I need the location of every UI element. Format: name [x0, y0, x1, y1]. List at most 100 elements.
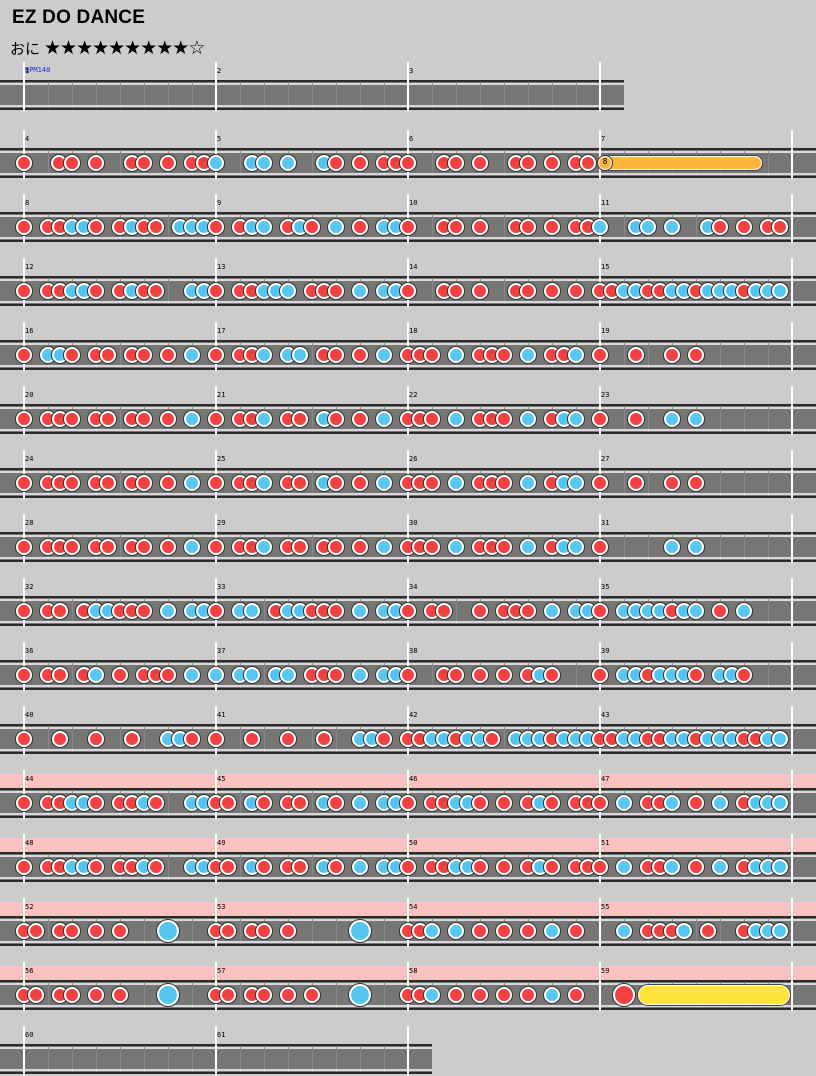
beat-line	[504, 82, 505, 108]
don-note	[16, 795, 32, 811]
ka-note	[244, 603, 260, 619]
don-note	[52, 603, 68, 619]
don-note	[628, 411, 644, 427]
don-note	[16, 155, 32, 171]
don-note	[16, 859, 32, 875]
ka-note	[640, 219, 656, 235]
beat-line	[504, 214, 505, 240]
measure-number: 14	[409, 263, 418, 271]
measure-number: 15	[601, 263, 610, 271]
measure-number: 36	[25, 647, 34, 655]
chart-row: 4 5 6 7 8	[0, 0, 816, 180]
drumroll-head: 8	[598, 156, 612, 170]
don-note	[64, 155, 80, 171]
don-note	[64, 539, 80, 555]
don-note	[100, 475, 116, 491]
ka-note	[544, 923, 560, 939]
beat-line	[768, 406, 769, 432]
beat-line	[384, 982, 385, 1008]
measure-number: 6	[409, 135, 414, 143]
measure-line	[23, 62, 25, 112]
don-note	[16, 219, 32, 235]
beat-line	[192, 918, 193, 944]
measure-number: 27	[601, 455, 610, 463]
don-note	[112, 987, 128, 1003]
beat-line	[96, 82, 97, 108]
ka-note	[424, 987, 440, 1003]
don-note	[184, 731, 200, 747]
measure-number: 24	[25, 455, 34, 463]
don-note	[544, 155, 560, 171]
don-note	[352, 347, 368, 363]
beat-line	[72, 598, 73, 624]
don-note	[424, 411, 440, 427]
don-note	[160, 475, 176, 491]
don-note	[472, 155, 488, 171]
measure-number: 35	[601, 583, 610, 591]
beat-line	[720, 918, 721, 944]
measure-line	[791, 258, 793, 308]
don-note	[436, 603, 452, 619]
don-note	[88, 219, 104, 235]
don-note	[592, 475, 608, 491]
don-note	[520, 283, 536, 299]
measure-number: 52	[25, 903, 34, 911]
chart-row: 40 41 42 43	[0, 0, 816, 756]
chart-row: 52 53 54 55	[0, 0, 816, 948]
ka-note	[280, 155, 296, 171]
beat-line	[240, 150, 241, 176]
ka-note	[772, 795, 788, 811]
chart-row: 8 9 10 11	[0, 0, 816, 244]
measure-number: 9	[217, 199, 222, 207]
beat-line	[120, 470, 121, 496]
don-note	[592, 795, 608, 811]
beat-line	[72, 662, 73, 688]
beat-line	[264, 82, 265, 108]
don-note	[592, 603, 608, 619]
measure-number: 7	[601, 135, 606, 143]
don-note	[64, 411, 80, 427]
beat-line	[72, 726, 73, 752]
beat-line	[624, 342, 625, 368]
beat-line	[384, 1046, 385, 1072]
don-note	[736, 219, 752, 235]
measure-number: 1	[25, 67, 30, 75]
chart-row: 20 21 22 23	[0, 0, 816, 436]
don-note	[136, 603, 152, 619]
don-note	[208, 347, 224, 363]
beat-line	[696, 214, 697, 240]
measure-number: 43	[601, 711, 610, 719]
don-note	[628, 475, 644, 491]
ka-note	[424, 923, 440, 939]
beat-line	[264, 662, 265, 688]
beat-line	[624, 214, 625, 240]
don-note	[112, 923, 128, 939]
measure-number: 4	[25, 135, 30, 143]
don-note	[496, 923, 512, 939]
measure-number: 20	[25, 391, 34, 399]
don-note	[568, 923, 584, 939]
beat-line	[432, 662, 433, 688]
don-note	[256, 859, 272, 875]
beat-line	[72, 1046, 73, 1072]
ka-note	[376, 475, 392, 491]
ka-note	[208, 667, 224, 683]
beat-line	[48, 982, 49, 1008]
don-note	[124, 731, 140, 747]
ka-note	[664, 859, 680, 875]
ka-note	[184, 539, 200, 555]
don-note	[424, 539, 440, 555]
don-note	[28, 987, 44, 1003]
beat-line	[312, 726, 313, 752]
don-note	[424, 475, 440, 491]
ka-note	[208, 155, 224, 171]
measure-line	[599, 962, 601, 1012]
don-note	[496, 347, 512, 363]
don-note	[328, 411, 344, 427]
beat-line	[648, 534, 649, 560]
don-note	[520, 219, 536, 235]
measure-line	[599, 898, 601, 948]
beat-line	[48, 726, 49, 752]
chart-row: 12 13 14 15	[0, 0, 816, 308]
measure-number: 53	[217, 903, 226, 911]
